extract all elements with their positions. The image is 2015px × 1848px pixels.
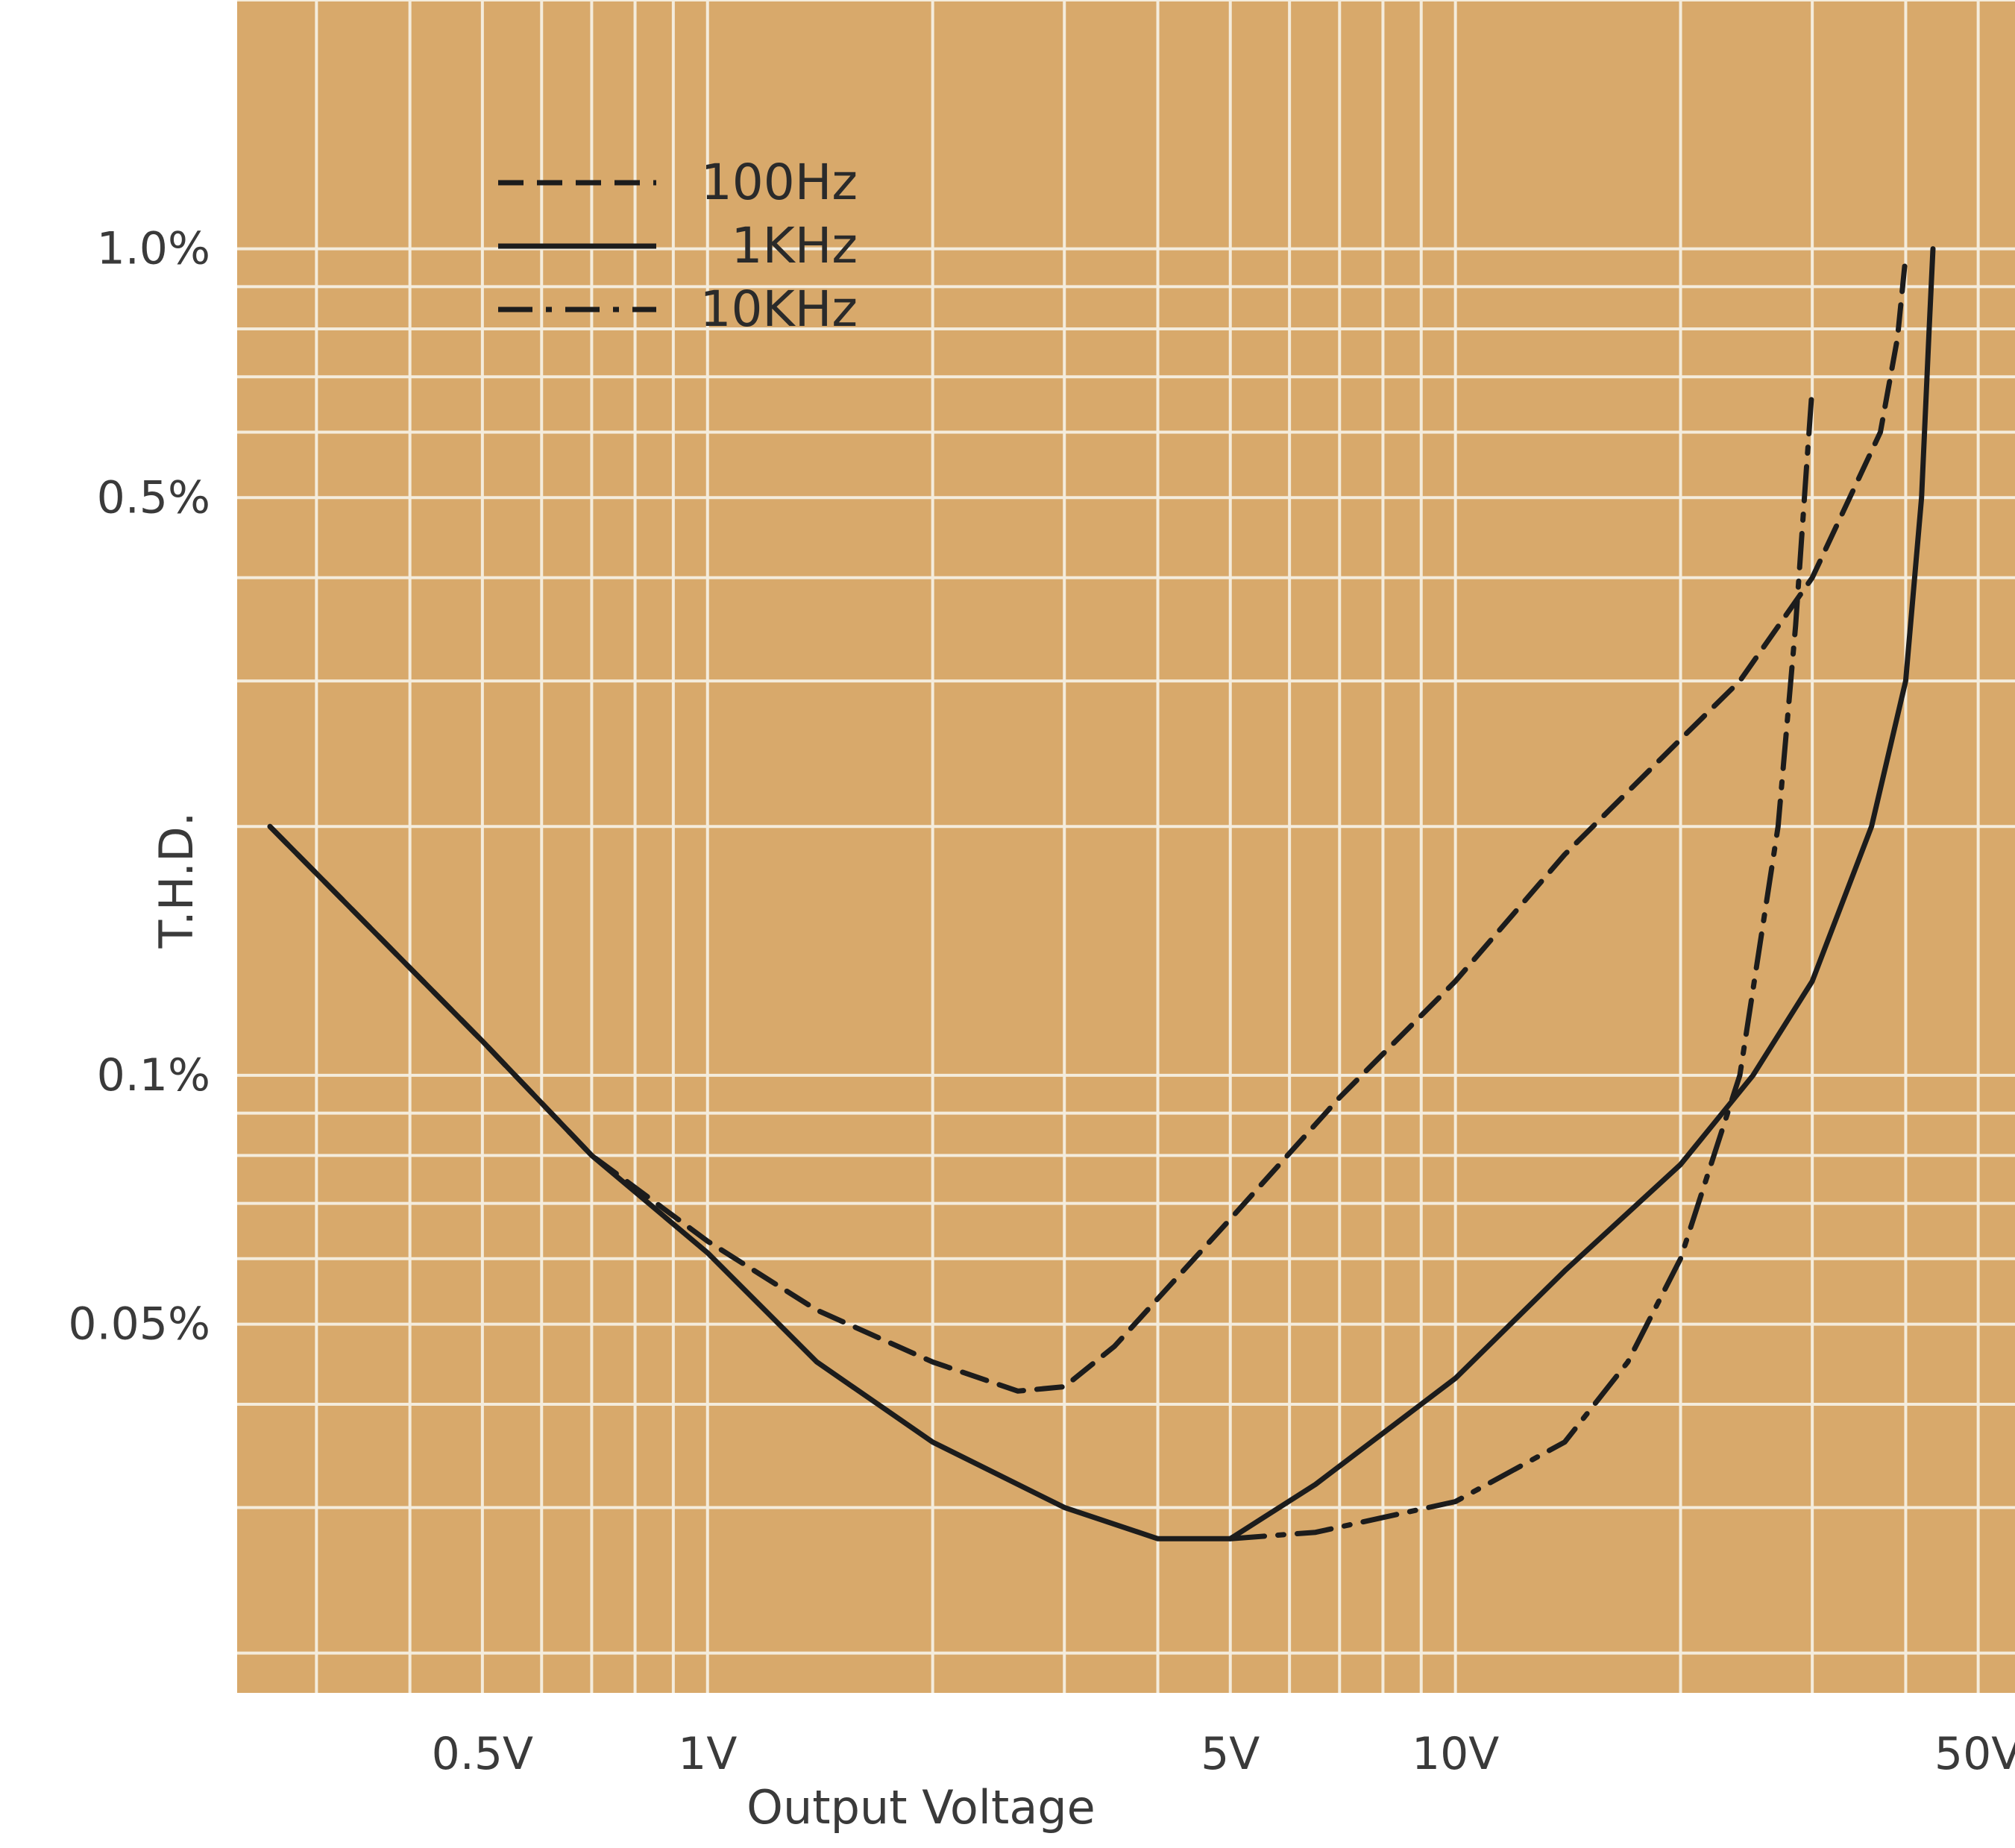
legend-label-10khz: 10KHz (700, 280, 858, 338)
series-lines (267, 246, 1936, 1541)
series-line-10khz (1227, 384, 1815, 1541)
x-tick-label: 5V (1201, 1728, 1260, 1780)
x-tick-label: 10V (1412, 1728, 1499, 1780)
x-tick-labels: 0.5V 1V 5V 10V 50V (432, 1728, 2015, 1780)
y-tick-label: 1.0% (97, 223, 210, 275)
x-axis-label: Output Voltage (746, 1780, 1095, 1835)
series-line-100hz (267, 253, 1908, 1394)
x-tick-label: 0.5V (432, 1728, 533, 1780)
legend-label-100hz: 100Hz (701, 154, 858, 211)
y-axis-label: T.H.D. (149, 812, 204, 949)
x-tick-label: 50V (1934, 1728, 2015, 1780)
plot-background (237, 0, 2015, 1693)
y-tick-label: 0.5% (97, 471, 210, 524)
x-tick-label: 1V (678, 1728, 737, 1780)
y-tick-label: 0.1% (97, 1049, 210, 1101)
series-line-1khz (267, 246, 1936, 1541)
legend-label-1khz: 1KHz (731, 217, 858, 274)
y-tick-label: 0.05% (68, 1298, 210, 1351)
legend: 100Hz 1KHz 10KHz (498, 154, 858, 338)
y-tick-labels: 1.0% 0.5% 0.1% 0.05% (68, 223, 210, 1351)
grid-lines (237, 0, 2015, 1693)
